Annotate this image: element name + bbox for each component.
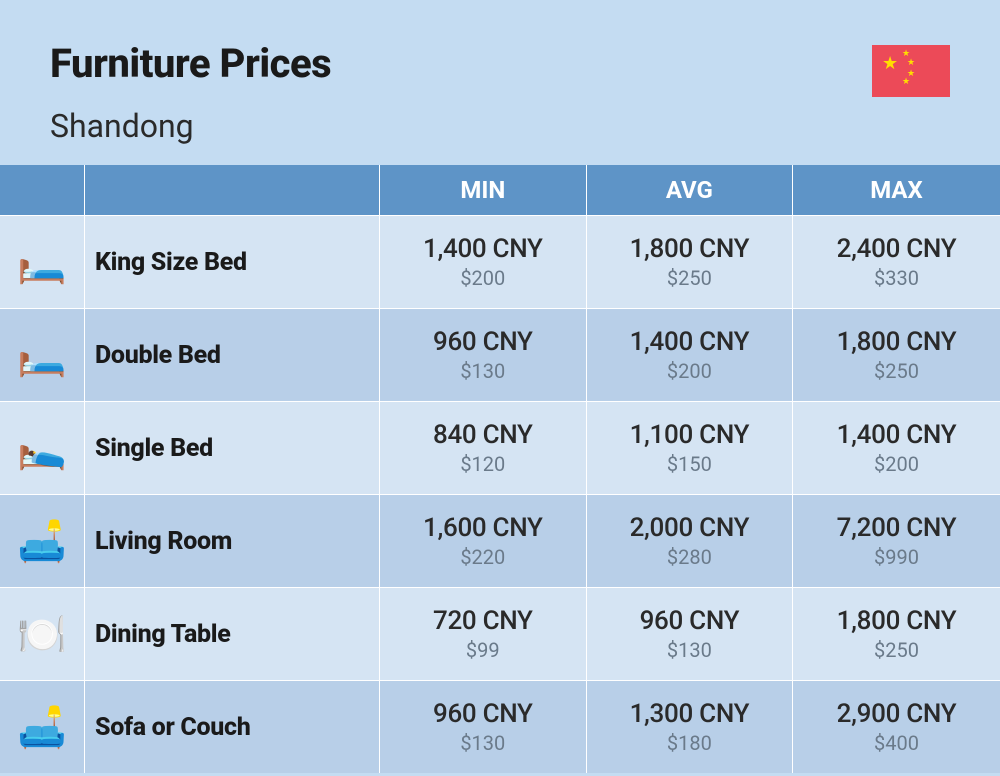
- price-secondary: $990: [874, 545, 919, 569]
- price-primary: 960 CNY: [433, 327, 533, 357]
- table-row: 🛏️ King Size Bed 1,400 CNY $200 1,800 CN…: [0, 215, 1000, 308]
- furniture-icon: 🛋️: [0, 681, 85, 773]
- price-secondary: $130: [460, 359, 505, 383]
- page-container: Furniture Prices Shandong ★ ★ ★ ★ ★ MIN …: [0, 0, 1000, 776]
- price-secondary: $150: [667, 452, 712, 476]
- table-header-max: MAX: [793, 165, 1000, 215]
- price-primary: 1,600 CNY: [423, 513, 543, 543]
- furniture-icon: 🛋️: [0, 495, 85, 587]
- price-min: 1,600 CNY $220: [380, 495, 587, 587]
- price-avg: 1,800 CNY $250: [587, 216, 794, 308]
- furniture-icon: 🛌: [0, 402, 85, 494]
- table-header-min: MIN: [380, 165, 587, 215]
- price-primary: 720 CNY: [433, 606, 533, 636]
- price-secondary: $280: [667, 545, 712, 569]
- price-secondary: $200: [667, 359, 712, 383]
- price-secondary: $200: [460, 266, 505, 290]
- price-max: 1,400 CNY $200: [793, 402, 1000, 494]
- price-primary: 1,100 CNY: [630, 420, 750, 450]
- price-primary: 1,400 CNY: [837, 420, 957, 450]
- price-secondary: $330: [874, 266, 919, 290]
- price-secondary: $250: [874, 359, 919, 383]
- furniture-name: King Size Bed: [85, 216, 380, 308]
- price-secondary: $120: [460, 452, 505, 476]
- furniture-name: Double Bed: [85, 309, 380, 401]
- price-max: 2,400 CNY $330: [793, 216, 1000, 308]
- table-row: 🛌 Single Bed 840 CNY $120 1,100 CNY $150…: [0, 401, 1000, 494]
- table-header-name: [85, 165, 380, 215]
- price-secondary: $130: [667, 638, 712, 662]
- country-flag-icon: ★ ★ ★ ★ ★: [872, 45, 950, 97]
- furniture-name: Sofa or Couch: [85, 681, 380, 773]
- price-primary: 1,300 CNY: [630, 699, 750, 729]
- page-subtitle: Shandong: [50, 107, 331, 145]
- price-primary: 2,400 CNY: [837, 234, 957, 264]
- furniture-icon: 🍽️: [0, 588, 85, 680]
- price-max: 1,800 CNY $250: [793, 309, 1000, 401]
- header: Furniture Prices Shandong ★ ★ ★ ★ ★: [0, 0, 1000, 165]
- price-secondary: $99: [466, 638, 500, 662]
- price-primary: 2,000 CNY: [630, 513, 750, 543]
- price-primary: 1,800 CNY: [630, 234, 750, 264]
- price-secondary: $200: [874, 452, 919, 476]
- furniture-name: Dining Table: [85, 588, 380, 680]
- price-avg: 1,300 CNY $180: [587, 681, 794, 773]
- table-row: 🛋️ Living Room 1,600 CNY $220 2,000 CNY …: [0, 494, 1000, 587]
- table-header-row: MIN AVG MAX: [0, 165, 1000, 215]
- price-avg: 1,100 CNY $150: [587, 402, 794, 494]
- price-primary: 1,400 CNY: [423, 234, 543, 264]
- price-primary: 2,900 CNY: [837, 699, 957, 729]
- price-primary: 1,800 CNY: [837, 327, 957, 357]
- furniture-name: Single Bed: [85, 402, 380, 494]
- price-min: 720 CNY $99: [380, 588, 587, 680]
- price-avg: 960 CNY $130: [587, 588, 794, 680]
- price-primary: 1,800 CNY: [837, 606, 957, 636]
- table-row: 🍽️ Dining Table 720 CNY $99 960 CNY $130…: [0, 587, 1000, 680]
- furniture-icon: 🛏️: [0, 216, 85, 308]
- table-header-icon: [0, 165, 85, 215]
- price-primary: 840 CNY: [433, 420, 533, 450]
- price-secondary: $400: [874, 731, 919, 755]
- table-row: 🛏️ Double Bed 960 CNY $130 1,400 CNY $20…: [0, 308, 1000, 401]
- table-header-avg: AVG: [587, 165, 794, 215]
- flag-star-icon: ★: [882, 53, 898, 74]
- price-secondary: $220: [460, 545, 505, 569]
- flag-star-icon: ★: [902, 77, 910, 87]
- header-text: Furniture Prices Shandong: [50, 40, 331, 145]
- price-min: 1,400 CNY $200: [380, 216, 587, 308]
- price-primary: 1,400 CNY: [630, 327, 750, 357]
- page-title: Furniture Prices: [50, 40, 331, 87]
- table-row: 🛋️ Sofa or Couch 960 CNY $130 1,300 CNY …: [0, 680, 1000, 773]
- flag-star-icon: ★: [907, 58, 915, 68]
- price-secondary: $180: [667, 731, 712, 755]
- price-min: 960 CNY $130: [380, 681, 587, 773]
- price-min: 960 CNY $130: [380, 309, 587, 401]
- price-avg: 1,400 CNY $200: [587, 309, 794, 401]
- price-secondary: $250: [874, 638, 919, 662]
- price-primary: 960 CNY: [433, 699, 533, 729]
- price-min: 840 CNY $120: [380, 402, 587, 494]
- price-max: 7,200 CNY $990: [793, 495, 1000, 587]
- price-primary: 7,200 CNY: [837, 513, 957, 543]
- price-table: MIN AVG MAX 🛏️ King Size Bed 1,400 CNY $…: [0, 165, 1000, 773]
- price-max: 1,800 CNY $250: [793, 588, 1000, 680]
- price-primary: 960 CNY: [640, 606, 740, 636]
- furniture-name: Living Room: [85, 495, 380, 587]
- price-avg: 2,000 CNY $280: [587, 495, 794, 587]
- price-secondary: $250: [667, 266, 712, 290]
- price-secondary: $130: [460, 731, 505, 755]
- price-max: 2,900 CNY $400: [793, 681, 1000, 773]
- furniture-icon: 🛏️: [0, 309, 85, 401]
